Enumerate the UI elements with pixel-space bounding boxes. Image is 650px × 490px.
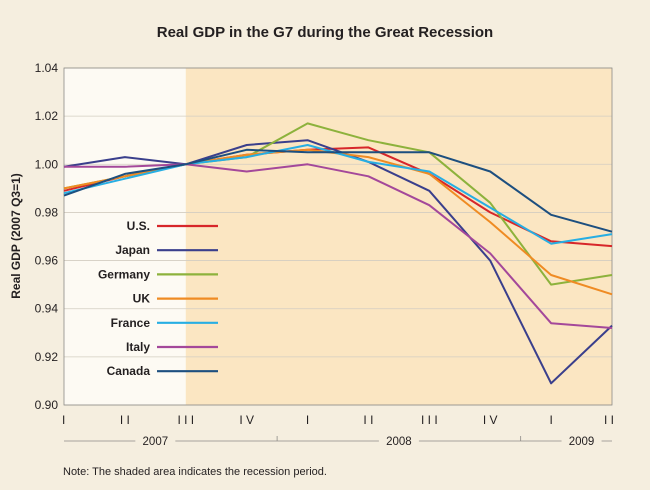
legend-label: Germany [98,267,150,281]
x-tick-label: I I [363,413,373,427]
y-tick-label: 1.02 [35,109,59,123]
x-tick-label: I I I [421,413,438,427]
y-tick-label: 1.00 [35,157,59,171]
year-label-bg [561,433,602,449]
y-tick-label: 0.98 [35,205,59,219]
x-tick-label: I V [239,413,254,427]
y-tick-label: 0.90 [35,398,59,412]
y-axis-ticks: 0.90 0.92 0.94 0.96 0.98 1.00 1.02 1.04 [35,61,59,412]
x-tick-label: I [62,413,65,427]
x-tick-label: I I [120,413,130,427]
recession-shading [185,68,612,405]
y-axis-label: Real GDP (2007 Q3=1) [9,173,23,299]
y-tick-label: 0.96 [35,254,59,268]
y-tick-label: 0.94 [35,302,59,316]
legend-label: UK [133,292,151,306]
legend-label: U.S. [127,219,150,233]
footnote: Note: The shaded area indicates the rece… [63,466,327,478]
year-axis: 2007 2008 2009 [64,433,612,449]
series-line-italy [64,163,613,329]
series-line-canada [63,148,613,233]
x-tick-label: I I I [177,413,194,427]
chart-title: Real GDP in the G7 during the Great Rece… [157,24,493,41]
legend-label: Canada [107,364,151,378]
year-label: 2007 [143,436,169,448]
legend: U.S. Japan Germany UK France Italy Canada [98,219,218,378]
year-label-bg [378,433,419,449]
x-tick-label: I [306,413,309,427]
series-lines [63,122,613,385]
y-tick-label: 0.92 [35,350,59,364]
series-line-japan [63,139,613,385]
plot-frame [63,67,613,406]
legend-label: France [111,316,151,330]
x-tick-label: I I [604,413,614,427]
y-tick-label: 1.04 [35,61,59,75]
series-line-france [63,144,613,245]
year-label: 2009 [569,436,595,448]
x-tick-label: I V [483,413,498,427]
x-tick-label: I [549,413,552,427]
legend-label: Italy [126,340,150,354]
legend-label: Japan [115,243,150,257]
year-label-bg [135,433,176,449]
year-label: 2008 [386,436,412,448]
